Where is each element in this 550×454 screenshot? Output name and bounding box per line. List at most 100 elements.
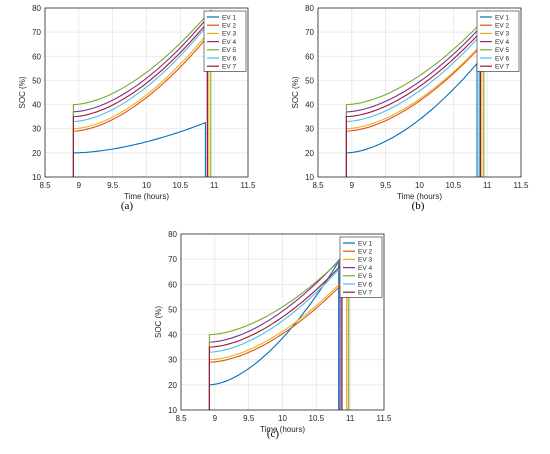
series-line-ev-4 <box>72 16 208 177</box>
y-tick-label: 10 <box>32 173 41 182</box>
legend: EV 1 EV 2EV 3EV 4EV 5EV 6 EV 7 <box>476 10 520 72</box>
legend-label: EV 3 <box>222 31 236 38</box>
series-line-ev-7 <box>345 30 481 177</box>
legend-label: EV 5 <box>495 47 509 54</box>
series-line-ev-7 <box>208 262 343 410</box>
x-tick-label: 10.5 <box>309 414 325 423</box>
plot-area-frame <box>44 7 249 178</box>
x-axis-label: Time (hours) <box>397 192 442 201</box>
x-tick-label: 8.5 <box>312 181 324 190</box>
x-axis-label: Time (hours) <box>260 425 305 434</box>
x-tick-label: 11.5 <box>241 181 257 190</box>
x-tick-label: 9 <box>213 414 218 423</box>
series-line-ev-6 <box>72 23 208 177</box>
series-line-ev-2 <box>72 35 208 177</box>
y-axis-label: SOC (%) <box>18 76 27 108</box>
series-line-ev-6 <box>208 265 342 410</box>
x-axis-label: Time (hours) <box>124 192 169 201</box>
series-line-ev-2 <box>208 277 348 410</box>
legend-label: EV 3 <box>495 31 509 38</box>
y-tick-label: 10 <box>168 406 177 415</box>
legend-label: EV 3 <box>358 257 372 264</box>
series-line-ev-4 <box>345 25 481 177</box>
y-tick-label: 80 <box>32 4 41 13</box>
x-tick-label: 11.5 <box>377 414 393 423</box>
x-tick-label: 8.5 <box>39 181 51 190</box>
y-tick-label: 20 <box>168 381 177 390</box>
y-tick-label: 70 <box>305 28 314 37</box>
y-tick-label: 60 <box>305 52 314 61</box>
series-line-ev-6 <box>345 35 480 177</box>
y-tick-label: 60 <box>168 280 177 289</box>
series-line-ev-1 <box>208 259 340 410</box>
x-tick-label: 9 <box>77 181 82 190</box>
y-tick-label: 70 <box>32 28 41 37</box>
legend: EV 1 EV 2EV 3EV 4EV 5EV 6 EV 7 <box>203 10 247 72</box>
x-tick-label: 11.5 <box>514 181 530 190</box>
series-line-ev-2 <box>345 45 481 177</box>
series-line-ev-5 <box>345 18 485 177</box>
y-tick-label: 20 <box>305 149 314 158</box>
x-tick-label: 9.5 <box>107 181 119 190</box>
y-tick-label: 80 <box>305 4 314 13</box>
x-tick-label: 10 <box>278 414 287 423</box>
x-tick-label: 11 <box>346 414 355 423</box>
series-line-ev-3 <box>72 30 210 177</box>
legend-label: EV 4 <box>222 39 236 46</box>
x-tick-label: 10.5 <box>446 181 462 190</box>
legend-label: EV 2 <box>495 23 509 30</box>
x-tick-label: 8.5 <box>175 414 187 423</box>
legend-label: EV 1 <box>358 240 372 247</box>
legend-label: EV 2 <box>222 23 236 30</box>
chart-panel-1: 8.5 9 9.5 10 10.5 11 11.5 10 20 30 40 50 60 70 80 Time … <box>18 4 256 212</box>
x-tick-label: 9 <box>350 181 355 190</box>
series-line-ev-7 <box>72 20 208 177</box>
y-tick-label: 40 <box>32 101 41 110</box>
y-tick-label: 80 <box>168 230 177 239</box>
legend-label: EV 5 <box>358 273 372 280</box>
series-line-ev-1 <box>72 121 206 177</box>
panel-label: (a) <box>121 200 134 212</box>
y-tick-label: 30 <box>305 125 314 134</box>
chart-panel-2: 8.5 9 9.5 10 10.5 11 11.5 10 20 30 40 50 60 70 80 Time … <box>291 4 529 212</box>
series-line-ev-4 <box>208 257 341 410</box>
panel-label: (b) <box>412 200 425 212</box>
legend-label: EV 6 <box>358 281 372 288</box>
legend-label: EV 5 <box>222 47 236 54</box>
series-line-ev-3 <box>208 275 348 410</box>
legend-label: EV 4 <box>358 265 372 272</box>
y-tick-label: 60 <box>32 52 41 61</box>
chart-panel-3: 8.5 9 9.5 10 10.5 11 11.5 10 20 30 40 50 60 70 80 Time … <box>154 230 392 440</box>
legend-label: EV 7 <box>495 64 509 71</box>
x-tick-label: 11 <box>210 181 219 190</box>
x-tick-label: 9.5 <box>380 181 392 190</box>
y-tick-label: 50 <box>32 76 41 85</box>
y-tick-label: 30 <box>168 356 177 365</box>
y-tick-label: 20 <box>32 149 41 158</box>
y-axis-label: SOC (%) <box>291 76 300 108</box>
legend-label: EV 2 <box>358 249 372 256</box>
x-tick-label: 10 <box>415 181 424 190</box>
legend-label: EV 4 <box>495 39 509 46</box>
y-tick-label: 10 <box>305 173 314 182</box>
legend-label: EV 7 <box>358 290 372 297</box>
legend-label: EV 1 <box>495 14 509 21</box>
y-tick-label: 40 <box>305 101 314 110</box>
x-tick-label: 10 <box>142 181 151 190</box>
y-tick-label: 40 <box>168 331 177 340</box>
y-axis-label: SOC (%) <box>154 306 163 338</box>
x-tick-label: 9.5 <box>243 414 255 423</box>
legend-label: EV 6 <box>495 55 509 62</box>
x-tick-label: 10.5 <box>173 181 189 190</box>
legend-label: EV 1 <box>222 14 236 21</box>
series-line-ev-5 <box>208 250 350 410</box>
legend-label: EV 6 <box>222 55 236 62</box>
y-tick-label: 70 <box>168 255 177 264</box>
series-line-ev-1 <box>345 61 478 177</box>
series-line-ev-3 <box>345 42 483 177</box>
plot-area-frame <box>180 233 385 411</box>
legend: EV 1 EV 2EV 3EV 4EV 5EV 6 EV 7 <box>339 236 383 298</box>
panel-label: (c) <box>267 428 280 440</box>
legend-label: EV 7 <box>222 64 236 71</box>
